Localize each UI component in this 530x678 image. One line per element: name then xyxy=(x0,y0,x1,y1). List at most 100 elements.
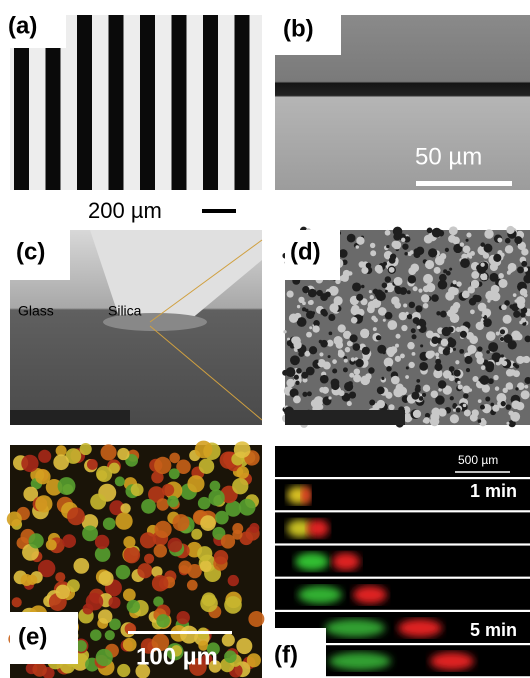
grain xyxy=(469,298,477,306)
grain xyxy=(343,367,348,372)
grain xyxy=(301,347,306,352)
grain xyxy=(412,352,416,356)
grain xyxy=(486,331,496,341)
grain xyxy=(385,392,392,399)
grain xyxy=(478,399,482,403)
scale-label: 500 µm xyxy=(458,453,498,467)
dye xyxy=(298,586,342,604)
panel-label: (a) xyxy=(8,12,37,39)
stripe xyxy=(235,15,250,190)
cell xyxy=(169,468,180,479)
grain xyxy=(402,243,408,249)
grain xyxy=(480,263,484,267)
grain xyxy=(369,290,372,293)
cell xyxy=(127,600,140,613)
grain xyxy=(405,375,409,379)
grain xyxy=(359,261,366,268)
grain xyxy=(423,274,433,284)
grain xyxy=(401,325,407,331)
grain xyxy=(501,354,504,357)
cell xyxy=(90,629,101,640)
panel-label: (c) xyxy=(16,238,45,265)
grain xyxy=(347,401,352,406)
cell xyxy=(32,662,46,676)
grain xyxy=(329,303,338,312)
grain xyxy=(423,417,430,424)
grain xyxy=(311,399,319,407)
grain xyxy=(338,324,346,332)
grain xyxy=(471,280,480,289)
grain xyxy=(500,337,504,341)
grain xyxy=(439,274,447,282)
cell xyxy=(177,611,190,624)
cell xyxy=(199,458,215,474)
grain xyxy=(466,239,469,242)
grain xyxy=(351,317,358,324)
grain xyxy=(517,266,524,273)
grain xyxy=(448,326,454,332)
grain xyxy=(485,409,489,413)
grain xyxy=(307,391,312,396)
grain xyxy=(393,241,402,250)
grain xyxy=(472,376,478,382)
grain xyxy=(353,343,361,351)
cell xyxy=(162,484,174,496)
grain xyxy=(506,404,512,410)
cell xyxy=(80,443,92,455)
grain xyxy=(344,382,353,391)
grain xyxy=(370,250,376,256)
scale-label: 200 µm xyxy=(88,198,162,223)
cell xyxy=(53,454,69,470)
grain xyxy=(382,283,388,289)
grain xyxy=(328,355,331,358)
grain xyxy=(485,361,494,370)
grain xyxy=(391,376,400,385)
grain xyxy=(443,348,450,355)
grain xyxy=(322,387,329,394)
grain xyxy=(460,331,467,338)
grain xyxy=(286,379,294,387)
grain xyxy=(523,267,528,272)
grain xyxy=(415,384,420,389)
cell xyxy=(141,499,156,514)
panel-label: (f) xyxy=(274,641,298,668)
grain xyxy=(328,314,335,321)
grain xyxy=(409,302,415,308)
cell xyxy=(140,532,156,548)
cell xyxy=(83,604,94,615)
grain xyxy=(505,238,511,244)
grain xyxy=(488,342,498,352)
grain xyxy=(419,396,424,401)
grain xyxy=(350,334,358,342)
grain xyxy=(286,367,296,377)
grain xyxy=(501,401,506,406)
grain xyxy=(485,397,490,402)
scale-bar xyxy=(128,631,232,634)
grain xyxy=(301,372,308,379)
grain xyxy=(452,280,456,284)
grain xyxy=(438,380,447,389)
grain xyxy=(406,366,409,369)
grain xyxy=(426,331,434,339)
stripe xyxy=(203,15,218,190)
cell xyxy=(96,466,112,482)
grain xyxy=(412,334,417,339)
grain xyxy=(377,386,385,394)
grain xyxy=(441,339,449,347)
cell xyxy=(197,546,212,561)
grain xyxy=(367,306,375,314)
grain xyxy=(469,388,472,391)
grain xyxy=(460,242,464,246)
grain xyxy=(306,332,312,338)
grain xyxy=(470,251,475,256)
cell xyxy=(191,529,202,540)
grain xyxy=(308,289,317,298)
grain xyxy=(413,317,420,324)
grain xyxy=(524,385,528,389)
grain xyxy=(396,334,401,339)
cell xyxy=(167,496,179,508)
grain xyxy=(428,248,437,257)
grain xyxy=(389,267,395,273)
cell xyxy=(62,534,76,548)
grain xyxy=(445,248,449,252)
